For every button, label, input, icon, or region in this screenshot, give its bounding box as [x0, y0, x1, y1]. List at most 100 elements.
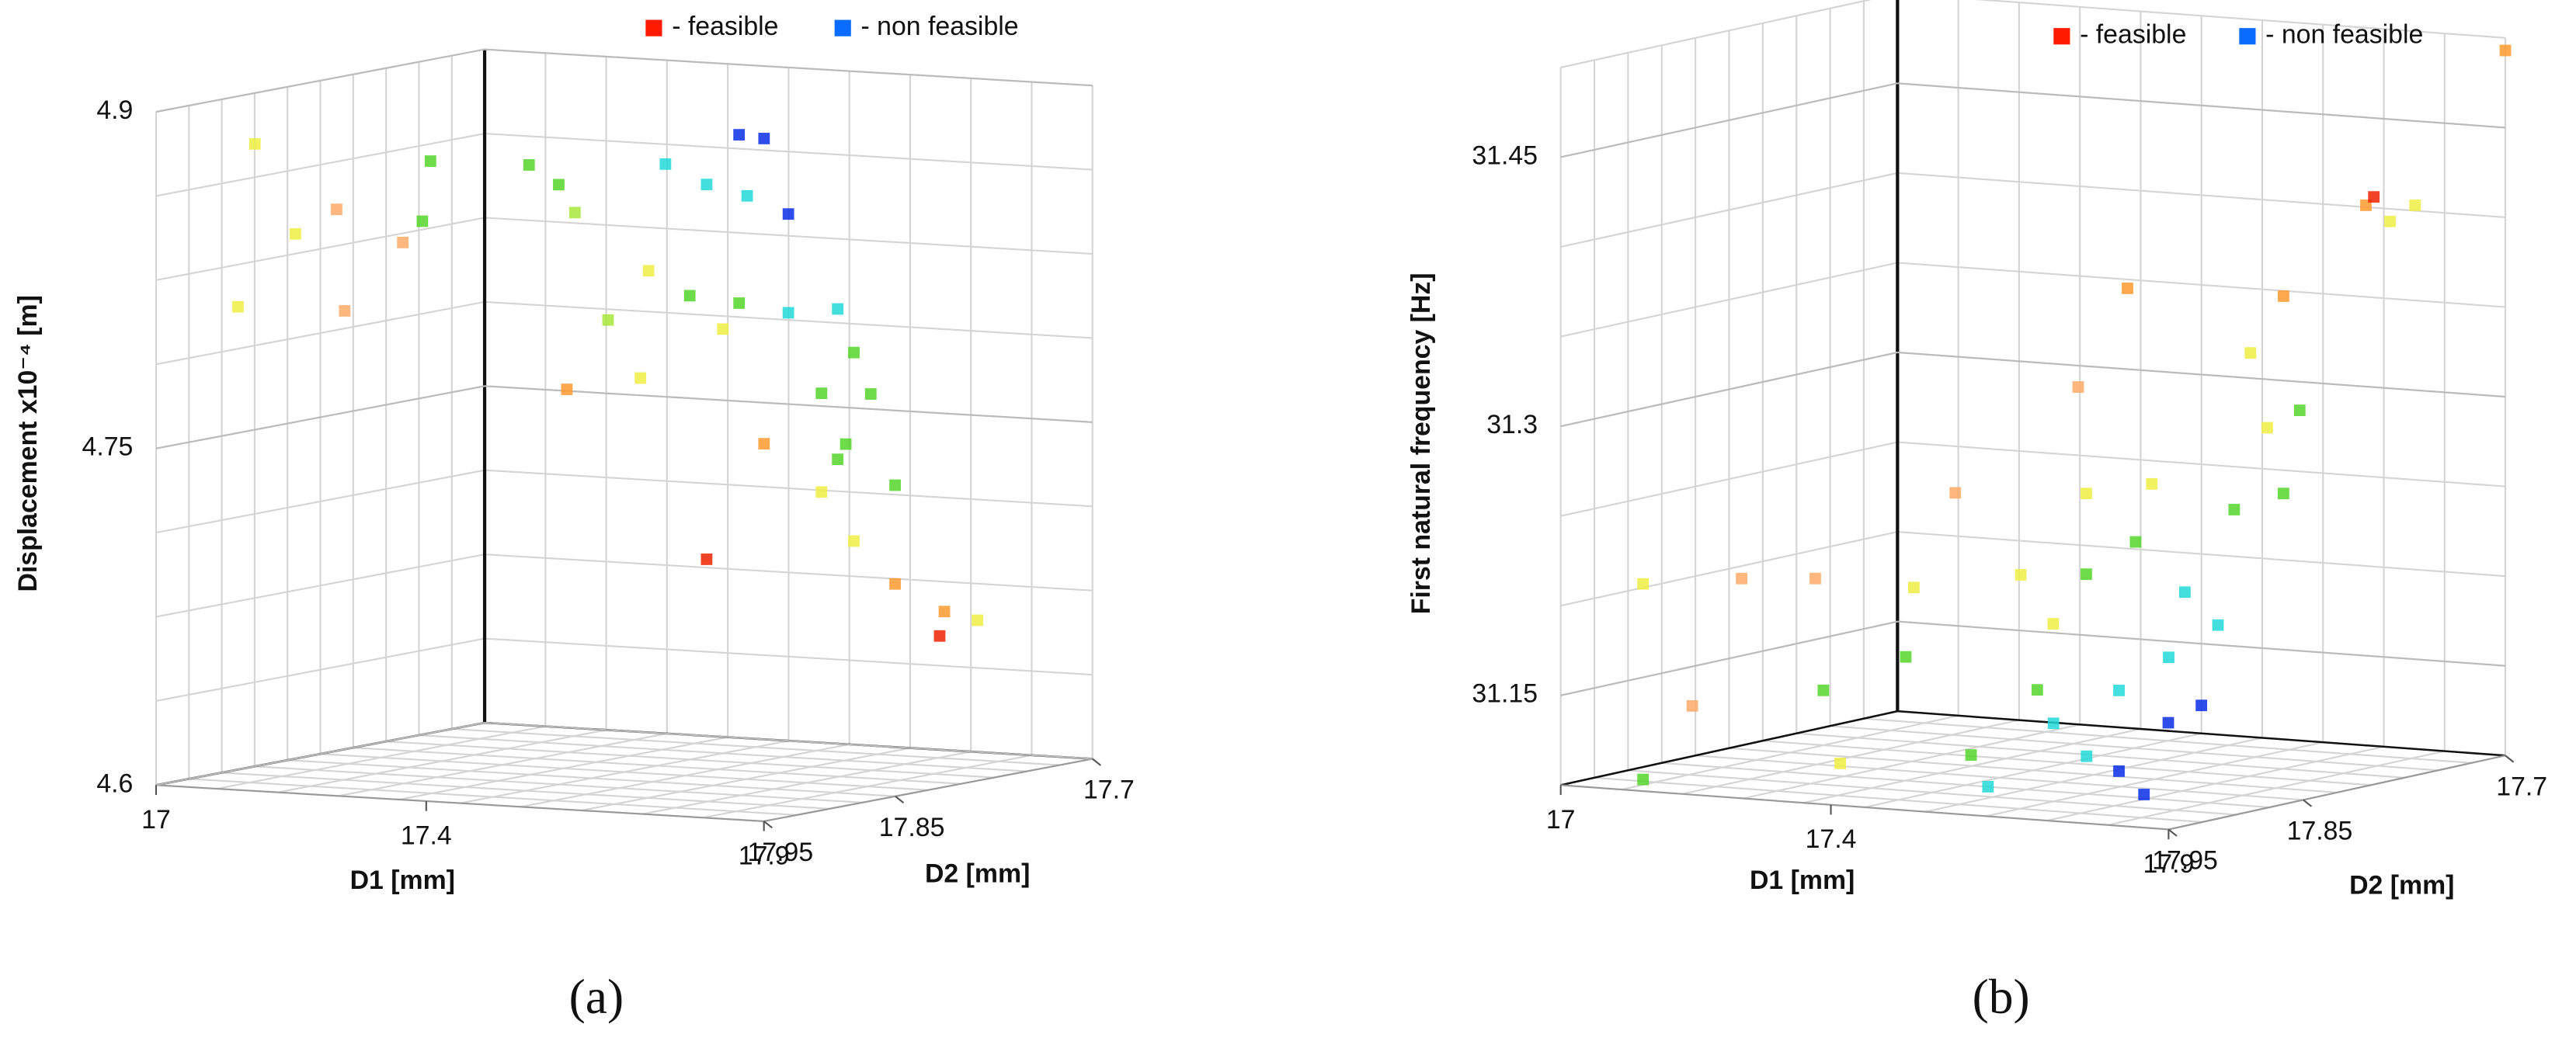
z-tick-label: 4.9: [96, 95, 133, 125]
point: [642, 265, 655, 277]
point: [848, 535, 860, 547]
wall-grid: [1560, 0, 1872, 68]
point: [2081, 568, 2092, 581]
floor-edge: [1560, 784, 2169, 831]
point: [683, 290, 696, 302]
y-axis-label: D2 [mm]: [925, 859, 1030, 889]
floor-grid: [1762, 740, 2371, 786]
z-grid-line: [155, 385, 485, 449]
y-tick: [2303, 799, 2313, 807]
floor-grid: [451, 727, 1060, 766]
point: [2163, 651, 2174, 664]
point: [1900, 651, 1912, 663]
x-tick-label: 17.9: [2143, 849, 2194, 879]
point: [232, 300, 244, 313]
point: [700, 553, 713, 565]
wall-grid: [155, 300, 485, 366]
point: [741, 189, 753, 202]
y-tick-label: 17.7: [2496, 772, 2547, 802]
point: [416, 215, 429, 227]
point: [848, 346, 860, 359]
point: [889, 578, 901, 590]
x-axis-label: D1 [mm]: [350, 866, 455, 895]
wall-grid: [155, 133, 485, 197]
y-axis: [1897, 710, 2506, 757]
floor-grid: [386, 741, 994, 779]
point: [1949, 487, 1962, 499]
z-grid-line: [1897, 620, 2506, 667]
point: [2113, 765, 2125, 777]
y-tick-label: 17.85: [2287, 817, 2353, 846]
point: [2212, 619, 2224, 631]
wall-grid: [1897, 172, 2506, 218]
point: [733, 129, 746, 141]
wall-grid: [1897, 262, 2506, 308]
point: [331, 203, 342, 216]
wall-grid: [484, 132, 1093, 171]
point: [700, 179, 713, 191]
floor-grid: [419, 734, 1027, 772]
wall-grid: [155, 469, 485, 534]
point: [1965, 749, 1977, 761]
point: [972, 614, 984, 626]
point: [2293, 404, 2306, 417]
point: [832, 303, 844, 315]
point: [717, 323, 729, 335]
point: [602, 314, 614, 326]
x-tick-label: 17: [1546, 805, 1576, 835]
point: [2179, 586, 2191, 599]
point: [2031, 684, 2043, 696]
wall-grid: [1560, 441, 1898, 517]
point: [523, 159, 535, 171]
wall-grid: [1560, 531, 1898, 607]
point: [2047, 717, 2060, 730]
wall-grid: [1560, 262, 1898, 338]
floor-grid: [581, 747, 911, 811]
wall-grid: [1897, 441, 2506, 488]
y-tick: [2505, 755, 2515, 763]
point: [1637, 578, 1650, 590]
point: [2072, 381, 2084, 393]
x-tick-label: 17.4: [401, 821, 452, 851]
wall-grid: [155, 637, 485, 702]
z-grid-line: [1560, 82, 1898, 158]
point: [2384, 215, 2396, 227]
point: [2081, 750, 2093, 762]
wall-grid: [1897, 530, 2506, 578]
y-tick-label: 17.95: [748, 838, 814, 867]
legend-label: - non feasible: [860, 12, 1018, 41]
point: [1637, 773, 1650, 786]
floor-grid: [1729, 747, 2338, 793]
y-tick-label: 17.85: [879, 813, 945, 842]
y-axis-label: D2 [mm]: [2349, 870, 2454, 900]
wall-grid: [484, 553, 1093, 592]
floor-grid: [1796, 732, 2405, 779]
floor-grid: [353, 747, 961, 785]
floor-grid: [1925, 737, 2263, 813]
floor-grid: [320, 753, 929, 791]
floor-grid: [2107, 750, 2445, 826]
legend-label: - feasible: [672, 12, 778, 41]
point: [933, 630, 946, 642]
z-grid-line: [1897, 351, 2506, 398]
x-tick-label: 17.4: [1806, 824, 1857, 854]
floor-grid: [2046, 745, 2384, 822]
point: [339, 305, 351, 317]
point: [1907, 581, 1920, 594]
floor-grid: [641, 751, 972, 815]
wall-grid: [1974, 0, 2506, 39]
z-tick-label: 31.3: [1486, 410, 1538, 439]
z-tick-label: 4.6: [96, 769, 133, 798]
legend-swatch: [2053, 28, 2070, 45]
legend-label: - non feasible: [2265, 20, 2423, 50]
wall-grid: [155, 217, 485, 281]
legend-swatch: [834, 19, 851, 36]
point: [561, 383, 573, 395]
point: [1686, 699, 1698, 712]
point: [249, 138, 261, 150]
z-grid-line: [155, 48, 485, 113]
point: [733, 297, 746, 309]
point: [397, 236, 409, 248]
point: [2195, 699, 2208, 712]
point: [2499, 44, 2512, 57]
